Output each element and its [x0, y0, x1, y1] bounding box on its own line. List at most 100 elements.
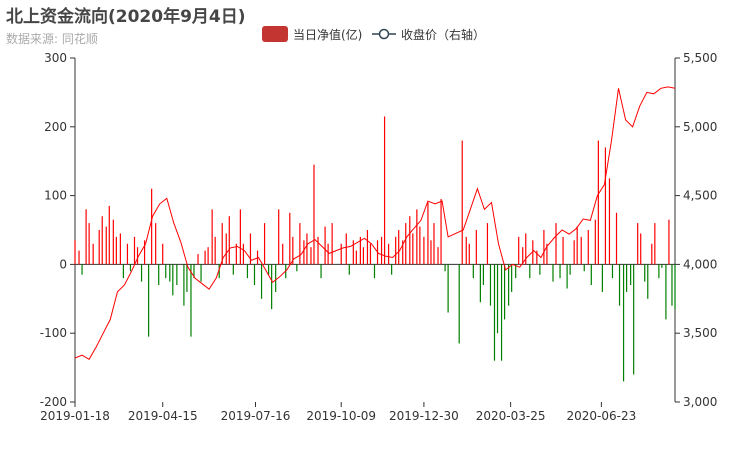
bar: [282, 243, 284, 265]
bar: [242, 243, 245, 265]
bar: [587, 230, 589, 265]
bar: [671, 264, 673, 306]
x-tick-label: 2019-12-30: [389, 409, 459, 423]
bar: [640, 233, 642, 265]
bar: [409, 216, 411, 265]
bar: [327, 243, 329, 265]
bar: [562, 236, 564, 265]
bar: [317, 236, 319, 265]
bar: [85, 209, 87, 265]
bar: [200, 264, 202, 282]
bar: [271, 264, 273, 310]
x-tick-label: 2019-01-18: [40, 409, 110, 423]
bar: [615, 212, 618, 265]
bar: [331, 223, 333, 265]
bar: [299, 223, 301, 265]
y-left-tick-label: -200: [40, 395, 67, 409]
bar: [511, 264, 513, 292]
bar: [235, 243, 237, 265]
x-tick-label: 2020-06-23: [567, 409, 637, 423]
bar: [362, 247, 365, 265]
y-right-tick-label: 5,500: [683, 51, 717, 65]
bar: [536, 250, 538, 265]
y-right-tick-label: 4,000: [683, 257, 717, 271]
bar: [539, 264, 541, 275]
bar: [625, 264, 628, 292]
bar: [122, 264, 125, 279]
bar: [423, 236, 425, 265]
bar: [140, 264, 143, 282]
bar: [597, 140, 599, 265]
bar: [165, 264, 167, 279]
bar: [647, 264, 649, 299]
close-price-line: [74, 86, 676, 360]
legend-swatch-bar[interactable]: [262, 26, 288, 42]
bar: [352, 240, 354, 265]
bar: [518, 236, 520, 265]
bar: [433, 223, 435, 265]
bar: [88, 223, 90, 265]
bar: [644, 264, 646, 282]
legend[interactable]: 当日净值(亿) 收盘价（右轴）: [262, 26, 485, 42]
bar: [348, 264, 350, 275]
bar: [430, 240, 432, 265]
bar: [412, 233, 414, 265]
bar: [503, 264, 506, 320]
bar: [388, 243, 390, 265]
bar: [320, 264, 322, 279]
legend-label-line[interactable]: 收盘价（右轴）: [401, 27, 485, 42]
bar: [668, 219, 670, 265]
bar: [260, 264, 263, 299]
bar: [172, 264, 174, 296]
legend-label-bar[interactable]: 当日净值(亿): [293, 27, 362, 42]
y-right-tick-label: 5,000: [683, 120, 717, 134]
bar: [92, 243, 94, 265]
bar: [569, 264, 571, 275]
bar: [81, 264, 83, 275]
bar: [493, 264, 496, 361]
bar: [278, 209, 280, 265]
bar: [508, 264, 510, 306]
bar: [78, 250, 80, 265]
bar: [475, 230, 477, 265]
legend-swatch-circle[interactable]: [378, 28, 390, 40]
bar: [214, 236, 216, 265]
bar: [306, 233, 308, 265]
bar: [313, 164, 315, 265]
bar: [674, 264, 676, 310]
bar: [169, 264, 171, 282]
bar: [630, 264, 632, 286]
x-tick-label: 2019-04-15: [128, 409, 198, 423]
bar: [395, 236, 397, 265]
bar: [108, 205, 110, 265]
bar: [369, 243, 372, 265]
bar: [263, 223, 266, 265]
bar: [112, 219, 114, 265]
bar: [324, 226, 326, 265]
bar: [345, 233, 347, 265]
bar: [228, 216, 230, 265]
bar: [594, 219, 596, 265]
bar: [155, 223, 157, 265]
bar: [515, 264, 517, 279]
bar: [651, 243, 653, 265]
bar: [402, 240, 404, 265]
bar: [546, 243, 548, 265]
bar: [119, 233, 121, 265]
bar: [633, 264, 635, 375]
bar: [427, 202, 429, 265]
bar: [148, 264, 150, 337]
bar: [126, 243, 129, 265]
bar: [611, 264, 614, 279]
bar: [268, 264, 270, 275]
bar: [590, 264, 592, 286]
bar: [366, 230, 369, 265]
bar: [405, 223, 407, 265]
bar: [275, 264, 277, 292]
bar: [246, 264, 249, 279]
bar: [176, 264, 178, 286]
bar: [461, 140, 463, 265]
y-right-tick-label: 3,000: [683, 395, 717, 409]
bar: [249, 233, 252, 265]
bar: [583, 264, 585, 272]
